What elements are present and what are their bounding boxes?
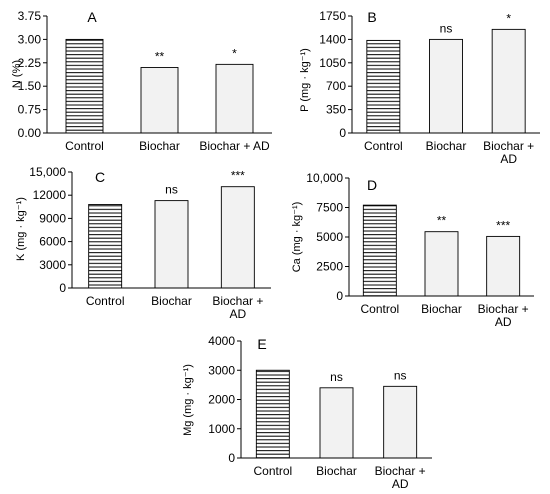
y-tick-label: 1750 — [319, 9, 346, 23]
x-tick-label: AD — [229, 307, 246, 321]
bar-biochar-ad — [220, 186, 255, 289]
x-tick-label: Biochar — [421, 302, 462, 316]
significance-label: * — [506, 11, 511, 25]
significance-label: ** — [155, 49, 165, 63]
y-tick-label: 1.50 — [18, 79, 42, 93]
bar-biochar-ad — [491, 28, 526, 134]
x-tick-label: Control — [253, 464, 292, 478]
y-tick-label: 0.75 — [18, 103, 42, 117]
y-tick-label: 9000 — [39, 211, 66, 225]
bar-biochar-ad — [486, 235, 521, 297]
x-tick-label: Biochar — [139, 139, 180, 153]
panel-letter: B — [367, 9, 376, 25]
x-tick-label: Biochar — [426, 139, 467, 153]
y-tick-label: 10,000 — [306, 171, 343, 185]
panel-letter: E — [257, 336, 266, 352]
x-tick-label: Control — [86, 294, 125, 308]
y-tick-label: 12000 — [33, 188, 67, 202]
x-tick-label: AD — [495, 315, 512, 329]
significance-label: ** — [437, 214, 447, 228]
panel-letter: D — [367, 177, 377, 193]
y-tick-label: 3000 — [208, 363, 235, 377]
y-axis-label: K (mg · kg⁻¹) — [15, 197, 27, 261]
y-tick-label: 1000 — [208, 422, 235, 436]
x-tick-label: Biochar — [316, 464, 357, 478]
y-tick-label: 0 — [339, 126, 346, 140]
x-tick-label: Control — [65, 139, 104, 153]
significance-label: * — [232, 46, 237, 60]
y-tick-label: 3.75 — [18, 9, 42, 23]
y-tick-label: 6000 — [39, 235, 66, 249]
panel-b: Control ns Biochar * Biochar +AD 0 350 700 1050 1… — [299, 9, 540, 166]
x-tick-label: Biochar + — [212, 294, 263, 308]
significance-label: ns — [165, 183, 178, 197]
y-tick-label: 3000 — [39, 258, 66, 272]
bar-biochar — [424, 231, 459, 297]
y-tick-label: 0 — [228, 451, 235, 465]
bar-biochar — [140, 67, 179, 134]
significance-label: ns — [394, 368, 407, 382]
significance-label: *** — [231, 169, 245, 183]
bar-control — [255, 369, 290, 459]
y-tick-label: 1050 — [319, 56, 346, 70]
bar-control — [362, 204, 397, 297]
bar-control — [366, 39, 401, 134]
y-tick-label: 2000 — [208, 393, 235, 407]
x-tick-label: Biochar + — [483, 139, 534, 153]
panel-letter: C — [95, 169, 105, 185]
y-tick-label: 4000 — [208, 334, 235, 348]
x-tick-label: Biochar — [151, 294, 192, 308]
y-axis-label: P (mg · kg⁻¹) — [299, 48, 311, 112]
x-tick-label: AD — [392, 477, 409, 491]
x-tick-label: Biochar + — [375, 464, 426, 478]
panel-c: Control ns Biochar *** Biochar +AD 0 3000 6000 9… — [15, 165, 271, 321]
y-tick-label: 700 — [326, 79, 346, 93]
x-tick-label: Control — [364, 139, 403, 153]
bar-biochar-ad — [215, 63, 254, 134]
y-axis-label: Ca (mg · kg⁻¹) — [291, 202, 303, 273]
y-tick-label: 350 — [326, 103, 346, 117]
y-tick-label: 1400 — [319, 32, 346, 46]
y-tick-label: 5000 — [316, 230, 343, 244]
y-axis-label: Mg (mg · kg⁻¹) — [182, 364, 194, 436]
y-tick-label: 15,000 — [29, 165, 66, 179]
y-tick-label: 2500 — [316, 260, 343, 274]
y-tick-label: 2.25 — [18, 56, 42, 70]
x-tick-label: AD — [500, 152, 517, 166]
y-tick-label: 0 — [59, 281, 66, 295]
significance-label: *** — [496, 218, 510, 232]
y-tick-label: 3.00 — [18, 32, 42, 46]
bar-biochar — [429, 38, 463, 134]
panel-e: Control ns Biochar ns Biochar +AD 0 1000 2000 30… — [182, 334, 432, 491]
bar-biochar — [154, 200, 189, 289]
x-tick-label: Biochar + AD — [199, 139, 270, 153]
y-axis-label: N (%) — [11, 60, 23, 88]
significance-label: ns — [330, 370, 343, 384]
panel-d: Control ** Biochar *** Biochar +AD 0 2500 5000 7… — [291, 171, 534, 329]
significance-label: ns — [440, 21, 453, 35]
y-tick-label: 7500 — [316, 201, 343, 215]
bar-biochar-ad — [383, 385, 418, 459]
panel-a: Control ** Biochar * Biochar + AD 0.00 0.75 1.5… — [11, 9, 272, 153]
x-tick-label: Control — [360, 302, 399, 316]
panel-letter: A — [87, 9, 97, 25]
y-tick-label: 0.00 — [18, 126, 42, 140]
bar-biochar — [319, 387, 354, 459]
bar-control — [88, 204, 123, 289]
x-tick-label: Biochar + — [478, 302, 529, 316]
bar-control — [65, 38, 104, 134]
y-tick-label: 0 — [336, 289, 343, 303]
